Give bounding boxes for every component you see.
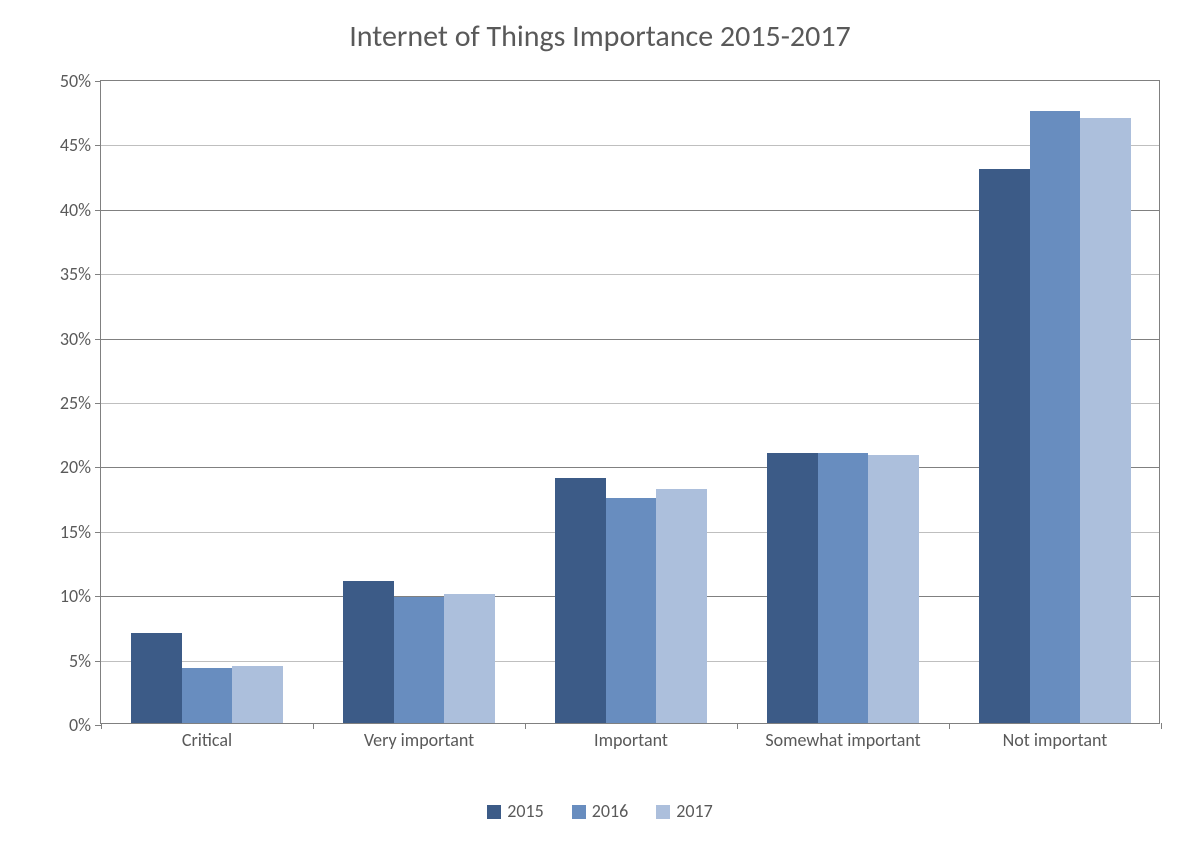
y-tick-label: 30% [60,328,101,350]
x-tick-mark [101,723,102,729]
bar [767,453,818,723]
bar [394,597,445,723]
legend-swatch [487,805,501,819]
legend-label: 2016 [592,800,629,822]
y-tick-label: 20% [60,456,101,478]
bar [444,594,495,723]
bar [1080,118,1131,723]
x-category-label: Somewhat important [737,729,949,752]
legend: 2015 2016 2017 [0,798,1200,822]
bar [818,453,869,723]
x-category-label: Not important [949,729,1161,752]
bar [606,498,657,723]
y-tick-label: 5% [69,650,101,672]
x-tick-mark [1161,723,1162,729]
legend-swatch [656,805,670,819]
legend-item: 2017 [656,800,713,822]
x-category-label: Important [525,729,737,752]
legend-swatch [572,805,586,819]
chart-container: Internet of Things Importance 2015-2017 … [0,0,1200,846]
y-tick-label: 0% [69,714,101,736]
bar [979,169,1030,723]
bar [656,489,707,723]
chart-title: Internet of Things Importance 2015-2017 [0,18,1200,55]
bar [343,581,394,723]
x-category-label: Critical [101,729,313,752]
y-tick-label: 15% [60,521,101,543]
gridline [101,145,1159,146]
bar [232,666,283,723]
plot-area: 0%5%10%15%20%25%30%35%40%45%50%CriticalV… [100,80,1160,724]
legend-item: 2016 [572,800,629,822]
y-tick-label: 45% [60,134,101,156]
y-tick-label: 50% [60,70,101,92]
x-category-label: Very important [313,729,525,752]
y-tick-label: 40% [60,199,101,221]
bar [131,633,182,723]
bar [182,668,233,723]
y-tick-label: 25% [60,392,101,414]
legend-label: 2015 [507,800,544,822]
bar [555,478,606,723]
legend-label: 2017 [676,800,713,822]
bar [868,455,919,723]
bar [1030,111,1081,723]
y-tick-label: 35% [60,263,101,285]
legend-item: 2015 [487,800,544,822]
y-tick-label: 10% [60,585,101,607]
